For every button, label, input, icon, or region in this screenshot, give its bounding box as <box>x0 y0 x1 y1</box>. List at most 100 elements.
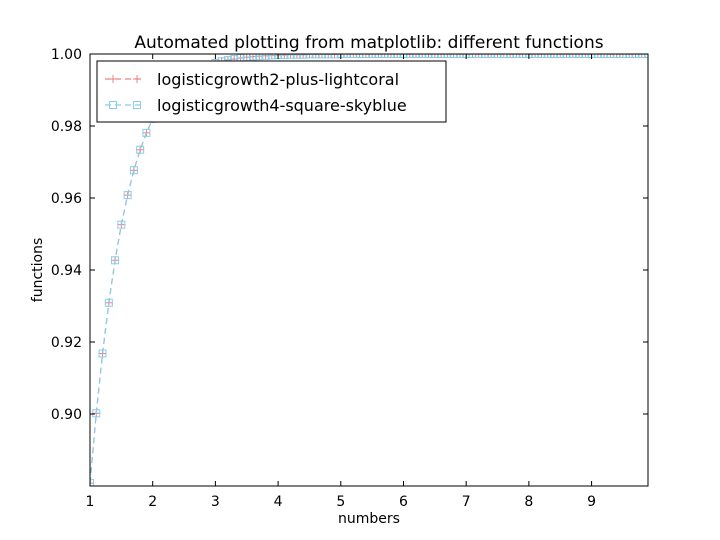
data-point-square <box>361 54 370 58</box>
data-point-plus <box>593 54 602 58</box>
data-point-square <box>568 54 577 58</box>
x-tick-label: 1 <box>86 494 95 510</box>
data-point-plus <box>437 54 446 58</box>
data-point-plus <box>386 54 395 58</box>
x-tick-label: 5 <box>336 494 345 510</box>
y-axis-label: functions <box>30 238 46 302</box>
data-point-square <box>129 166 138 175</box>
data-point-square <box>575 54 584 58</box>
data-point-plus <box>575 54 584 58</box>
data-point-plus <box>531 54 540 58</box>
data-point-square <box>418 54 427 58</box>
data-point-square <box>612 54 621 58</box>
data-point-plus <box>455 54 464 58</box>
y-tick-label: 0.98 <box>51 119 82 135</box>
data-point-square <box>104 298 113 307</box>
data-point-square <box>380 54 389 58</box>
data-point-plus <box>412 54 421 58</box>
legend: logisticgrowth2-plus-lightcoral logisticg… <box>96 60 447 123</box>
data-point-square <box>90 479 94 486</box>
data-point-square <box>386 54 395 58</box>
data-point-plus <box>543 54 552 58</box>
x-axis-label: numbers <box>338 511 400 527</box>
data-point-square <box>349 54 358 58</box>
data-point-square <box>393 54 402 58</box>
data-point-square <box>430 54 439 58</box>
data-point-plus <box>430 54 439 58</box>
data-point-plus <box>393 54 402 58</box>
data-point-plus <box>355 54 364 58</box>
data-point-square <box>468 54 477 58</box>
data-point-square <box>267 54 276 60</box>
x-tick-label: 2 <box>148 494 157 510</box>
y-tick-label: 0.96 <box>51 191 82 207</box>
data-point-plus <box>468 54 477 58</box>
data-point-square <box>261 54 270 60</box>
data-point-square <box>98 349 107 358</box>
data-point-plus <box>506 54 515 58</box>
y-tick-label: 0.90 <box>51 407 82 423</box>
data-point-plus <box>625 54 634 58</box>
data-point-plus <box>405 54 414 58</box>
data-point-plus <box>618 54 627 58</box>
data-point-square <box>493 54 502 58</box>
data-point-plus <box>136 145 145 154</box>
data-point-plus <box>568 54 577 58</box>
data-point-square <box>556 54 565 58</box>
data-point-plus <box>368 54 377 58</box>
data-point-square <box>549 54 558 58</box>
data-point-square <box>249 54 258 61</box>
data-point-square <box>480 54 489 58</box>
data-point-square <box>543 54 552 58</box>
data-point-square <box>637 54 646 58</box>
data-point-plus <box>606 54 615 58</box>
data-point-plus <box>600 54 609 58</box>
data-point-plus <box>374 54 383 58</box>
data-point-plus <box>499 54 508 58</box>
data-point-square <box>531 54 540 58</box>
data-point-plus <box>612 54 621 58</box>
data-point-square <box>562 54 571 58</box>
data-point-square <box>286 54 295 59</box>
ticks-layer: 1 2 3 4 5 6 7 8 9 0.90 0.92 0.94 0.96 0.98 1.00 <box>51 47 648 510</box>
data-point-square <box>292 54 301 59</box>
data-point-square <box>117 220 126 229</box>
x-tick-label: 4 <box>274 494 283 510</box>
x-tick-label: 8 <box>524 494 533 510</box>
data-point-plus <box>343 54 352 58</box>
data-point-square <box>412 54 421 58</box>
data-point-plus <box>562 54 571 58</box>
data-point-plus <box>537 54 546 58</box>
data-point-square <box>109 101 117 109</box>
data-point-square <box>136 145 145 154</box>
data-point-plus <box>133 75 141 83</box>
legend-entries: logisticgrowth2-plus-lightcoral logisticg… <box>105 70 407 115</box>
x-tick-label: 9 <box>587 494 596 510</box>
data-point-plus <box>90 479 94 486</box>
data-point-plus <box>380 54 389 58</box>
data-point-plus <box>637 54 646 58</box>
legend-entry: logisticgrowth4-square-skyblue <box>105 96 407 115</box>
data-point-square <box>606 54 615 58</box>
y-tick-label: 1.00 <box>51 47 82 63</box>
data-point-square <box>474 54 483 58</box>
data-point-square <box>355 54 364 58</box>
data-point-square <box>537 54 546 58</box>
data-point-square <box>111 256 120 265</box>
data-point-square <box>255 54 264 61</box>
data-point-plus <box>549 54 558 58</box>
data-point-square <box>92 409 101 418</box>
data-point-square <box>142 128 151 137</box>
data-point-plus <box>361 54 370 58</box>
data-point-plus <box>449 54 458 58</box>
data-point-square <box>506 54 515 58</box>
data-point-plus <box>474 54 483 58</box>
data-point-square <box>455 54 464 58</box>
data-point-square <box>437 54 446 58</box>
x-tick-label: 6 <box>399 494 408 510</box>
data-point-plus <box>487 54 496 58</box>
legend-entry: logisticgrowth2-plus-lightcoral <box>105 70 399 89</box>
legend-label: logisticgrowth4-square-skyblue <box>157 96 407 115</box>
data-point-plus <box>349 54 358 58</box>
data-point-plus <box>424 54 433 58</box>
